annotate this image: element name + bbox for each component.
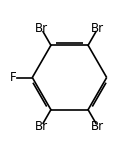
Text: Br: Br [91,120,104,133]
Text: Br: Br [91,22,104,35]
Text: Br: Br [35,22,48,35]
Text: F: F [10,71,16,84]
Text: Br: Br [35,120,48,133]
